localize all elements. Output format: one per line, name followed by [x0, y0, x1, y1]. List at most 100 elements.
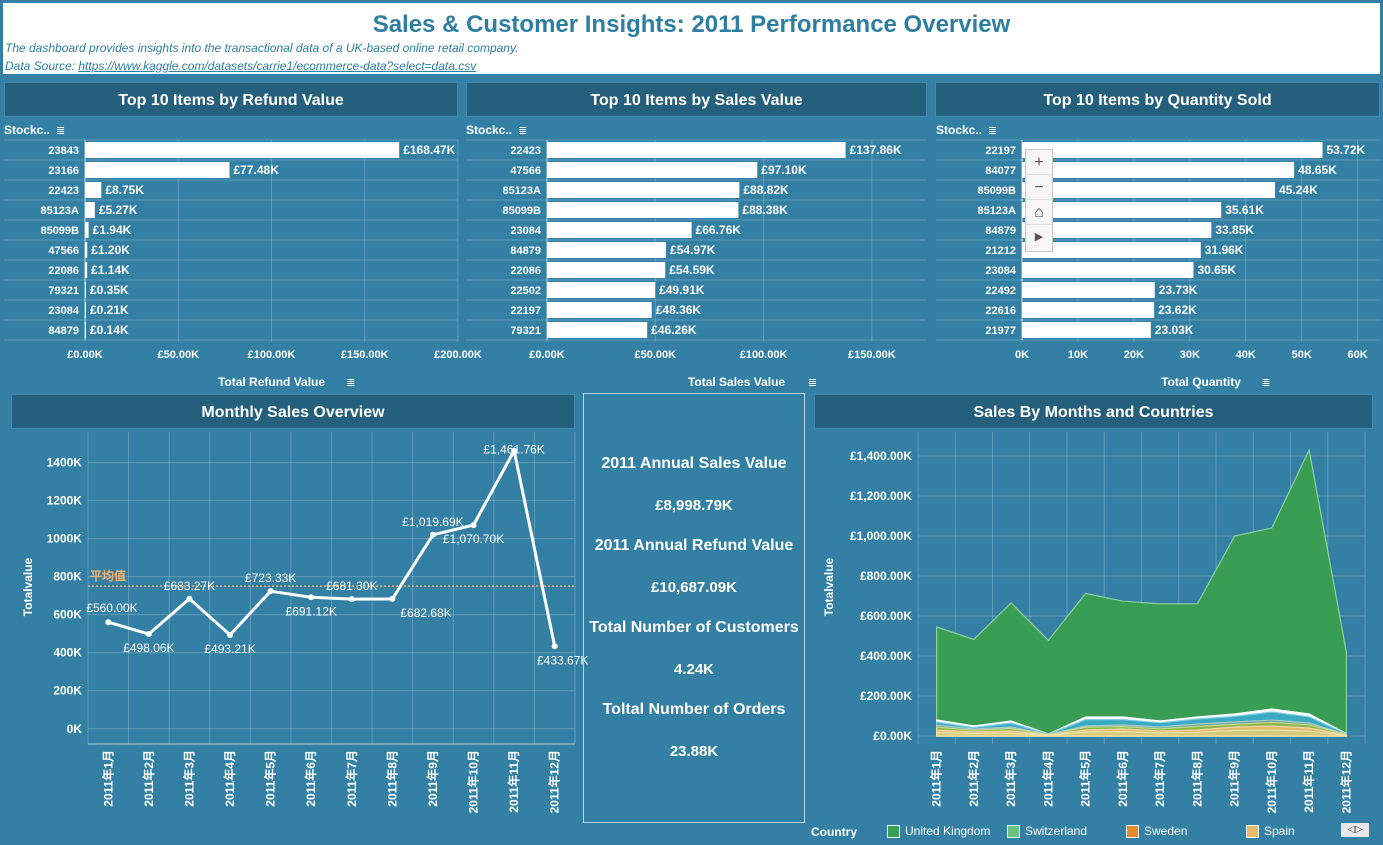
data-label: £1,019.69K	[402, 515, 463, 529]
bar-value-label: £46.26K	[651, 323, 697, 337]
legend-label: United Kingdom	[905, 824, 991, 838]
zoom-out-button[interactable]: −	[1026, 175, 1052, 200]
x-tick-label: 2011年1月	[100, 750, 115, 807]
bar	[1022, 182, 1276, 198]
x-tick-label: 40K	[1236, 349, 1256, 361]
y-axis-label: Stockc..	[4, 123, 50, 137]
legend-label: Spain	[1264, 824, 1295, 838]
x-tick-label: £50.00K	[157, 349, 199, 361]
y-tick-label: 400K	[53, 646, 82, 660]
orders-label: Toltal Number of Orders	[602, 701, 786, 718]
bar-value-label: 23.03K	[1155, 323, 1194, 337]
bar	[1022, 262, 1194, 278]
sort-icon: ≣	[518, 125, 527, 137]
bar-value-label: £137.86K	[850, 143, 902, 157]
bar-value-label: £54.97K	[670, 243, 716, 257]
bar	[85, 182, 102, 198]
kpi-panel: 2011 Annual Sales Value £8,998.79K 2011 …	[583, 393, 805, 823]
sort-icon: ≣	[56, 125, 65, 137]
x-tick-label: 2011年4月	[1040, 750, 1055, 807]
area-united-kingdom	[936, 448, 1347, 737]
category-label: 79321	[510, 325, 541, 337]
bar	[1022, 322, 1151, 338]
bar-value-label: 31.96K	[1205, 243, 1244, 257]
category-label: 22616	[985, 305, 1016, 317]
x-tick-label: 2011年1月	[929, 750, 944, 807]
y-tick-label: 1400K	[47, 455, 83, 469]
category-label: 85099B	[40, 225, 79, 237]
category-label: 23084	[985, 265, 1016, 277]
legend-scroll-button[interactable]: ◁▷	[1341, 823, 1369, 837]
refund-panel-header: Top 10 Items by Refund Value	[4, 82, 458, 117]
bar	[85, 282, 86, 298]
y-axis-label: Stockc..	[936, 123, 982, 137]
category-label: 22502	[510, 285, 541, 297]
x-tick-label: 2011年12月	[547, 750, 562, 813]
zoom-controls: + − ⌂ ▶	[1025, 149, 1053, 252]
bar-value-label: 30.65K	[1197, 263, 1236, 277]
y-tick-label: 1000K	[47, 532, 83, 546]
bar	[85, 142, 400, 158]
data-point	[551, 643, 558, 650]
data-point	[105, 619, 112, 626]
y-tick-label: £1,400.00K	[850, 449, 912, 463]
x-tick-label: 50K	[1292, 349, 1312, 361]
category-label: 22197	[510, 305, 541, 317]
category-label: 85099B	[977, 185, 1016, 197]
y-tick-label: £1,200.00K	[850, 489, 912, 503]
x-tick-label: 2011年11月	[1301, 750, 1316, 813]
category-label: 85123A	[40, 205, 79, 217]
bar	[547, 222, 692, 238]
x-tick-label: £100.00K	[740, 349, 788, 361]
category-label: 21977	[985, 325, 1016, 337]
sales-panel-header: Top 10 Items by Sales Value	[466, 82, 927, 117]
data-label: £433.67K	[537, 653, 588, 667]
bar	[85, 162, 230, 178]
dashboard-description: The dashboard provides insights into the…	[5, 41, 519, 55]
data-label: £683.27K	[164, 579, 215, 593]
x-tick-label: 2011年6月	[303, 750, 318, 807]
data-label: £691.12K	[286, 604, 337, 618]
countries-panel-title: Sales By Months and Countries	[973, 404, 1214, 421]
x-tick-label: 2011年7月	[1152, 750, 1167, 807]
data-source-link[interactable]: https://www.kaggle.com/datasets/carrie1/…	[78, 59, 477, 73]
y-tick-label: 1200K	[47, 493, 83, 507]
category-label: 23843	[48, 145, 79, 157]
dashboard-title: Sales & Customer Insights: 2011 Performa…	[372, 11, 1011, 38]
quantity-panel-header: Top 10 Items by Quantity Sold	[935, 82, 1380, 117]
y-tick-label: £1,000.00K	[850, 529, 912, 543]
sales-bar-chart: Stockc.. ≣ £0.00K £50.00K £100.00K £150.00K 22…	[466, 123, 926, 389]
x-tick-label: 2011年3月	[1003, 750, 1018, 807]
category-label: 23084	[510, 225, 541, 237]
bar-value-label: 23.62K	[1158, 303, 1197, 317]
x-tick-label: £50.00K	[634, 349, 676, 361]
y-axis-title: Totalvalue	[21, 557, 35, 616]
monthly-panel-title: Monthly Sales Overview	[201, 404, 385, 421]
x-tick-label: £200.00K	[434, 349, 482, 361]
category-label: 85099B	[502, 205, 541, 217]
play-icon[interactable]: ▶	[1034, 231, 1044, 243]
bar-value-label: £168.47K	[403, 143, 455, 157]
x-axis-title: Total Refund Value	[218, 375, 325, 389]
x-axis-title: Total Quantity	[1161, 375, 1241, 389]
x-tick-label: 0K	[1015, 349, 1029, 361]
x-tick-label: 2011年2月	[966, 750, 981, 807]
average-label: 平均值	[90, 568, 126, 583]
data-point	[267, 588, 274, 595]
annual-sales-label: 2011 Annual Sales Value	[601, 455, 787, 472]
home-icon[interactable]: ⌂	[1026, 200, 1052, 225]
data-point	[308, 594, 315, 601]
bar-value-label: 53.72K	[1326, 143, 1365, 157]
y-tick-label: £0.00K	[873, 729, 912, 743]
x-tick-label: 10K	[1068, 349, 1088, 361]
x-tick-label: 2011年9月	[1227, 750, 1242, 807]
category-label: 47566	[48, 245, 79, 257]
zoom-in-button[interactable]: +	[1026, 150, 1052, 175]
x-tick-label: 2011年4月	[222, 750, 237, 807]
bar-value-label: £54.59K	[669, 263, 715, 277]
data-label: £682.68K	[400, 606, 451, 620]
bar	[547, 262, 666, 278]
y-tick-label: 800K	[53, 570, 82, 584]
data-point	[429, 531, 436, 538]
y-tick-label: 0K	[67, 722, 83, 736]
